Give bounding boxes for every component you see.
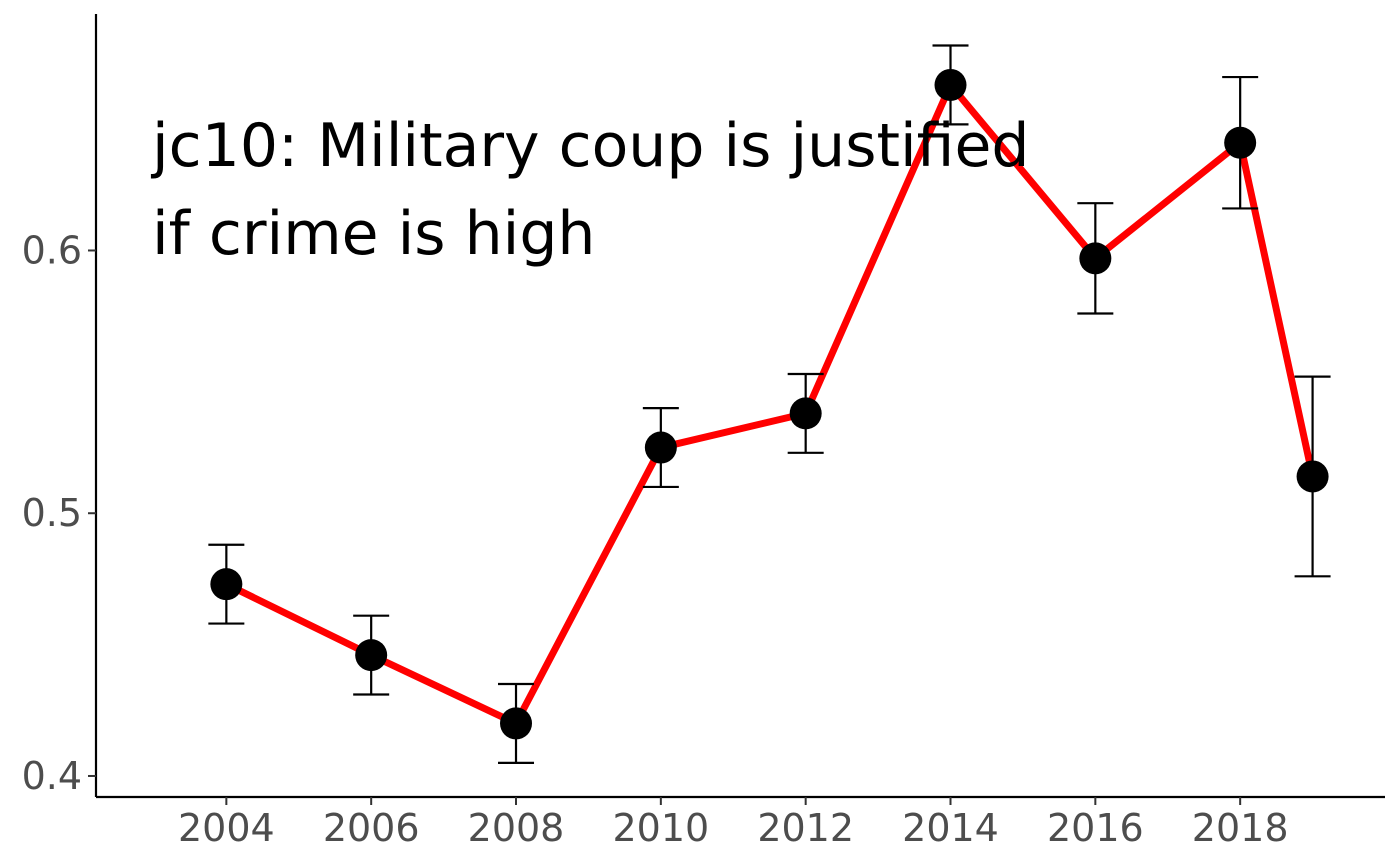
data-point bbox=[644, 431, 677, 464]
data-point bbox=[934, 68, 967, 101]
x-tick-label: 2006 bbox=[323, 806, 420, 850]
x-tick-label: 2008 bbox=[468, 806, 565, 850]
data-point bbox=[789, 397, 822, 430]
annotation-line-1: jc10: Military coup is justified bbox=[150, 111, 1029, 181]
x-tick-label: 2004 bbox=[178, 806, 275, 850]
axes bbox=[94, 14, 1385, 799]
y-tick-label: 0.5 bbox=[22, 491, 82, 535]
data-point bbox=[210, 568, 243, 601]
y-tick-label: 0.4 bbox=[22, 754, 82, 798]
data-point bbox=[355, 639, 388, 672]
annotation-line-2: if crime is high bbox=[152, 199, 595, 269]
data-point bbox=[1079, 242, 1112, 275]
x-tick-label: 2012 bbox=[757, 806, 854, 850]
x-tick-label: 2016 bbox=[1047, 806, 1144, 850]
data-point bbox=[500, 707, 533, 740]
x-tick-label: 2014 bbox=[902, 806, 999, 850]
tick-group: 0.4 0.5 0.6 2004 2006 2008 2010 2012 2014 2016 201… bbox=[22, 228, 1289, 850]
x-tick-label: 2010 bbox=[612, 806, 709, 850]
point-group bbox=[210, 68, 1329, 740]
data-point bbox=[1296, 460, 1329, 493]
x-tick-label: 2018 bbox=[1192, 806, 1289, 850]
y-tick-label: 0.6 bbox=[22, 228, 82, 272]
data-point bbox=[1224, 126, 1257, 159]
